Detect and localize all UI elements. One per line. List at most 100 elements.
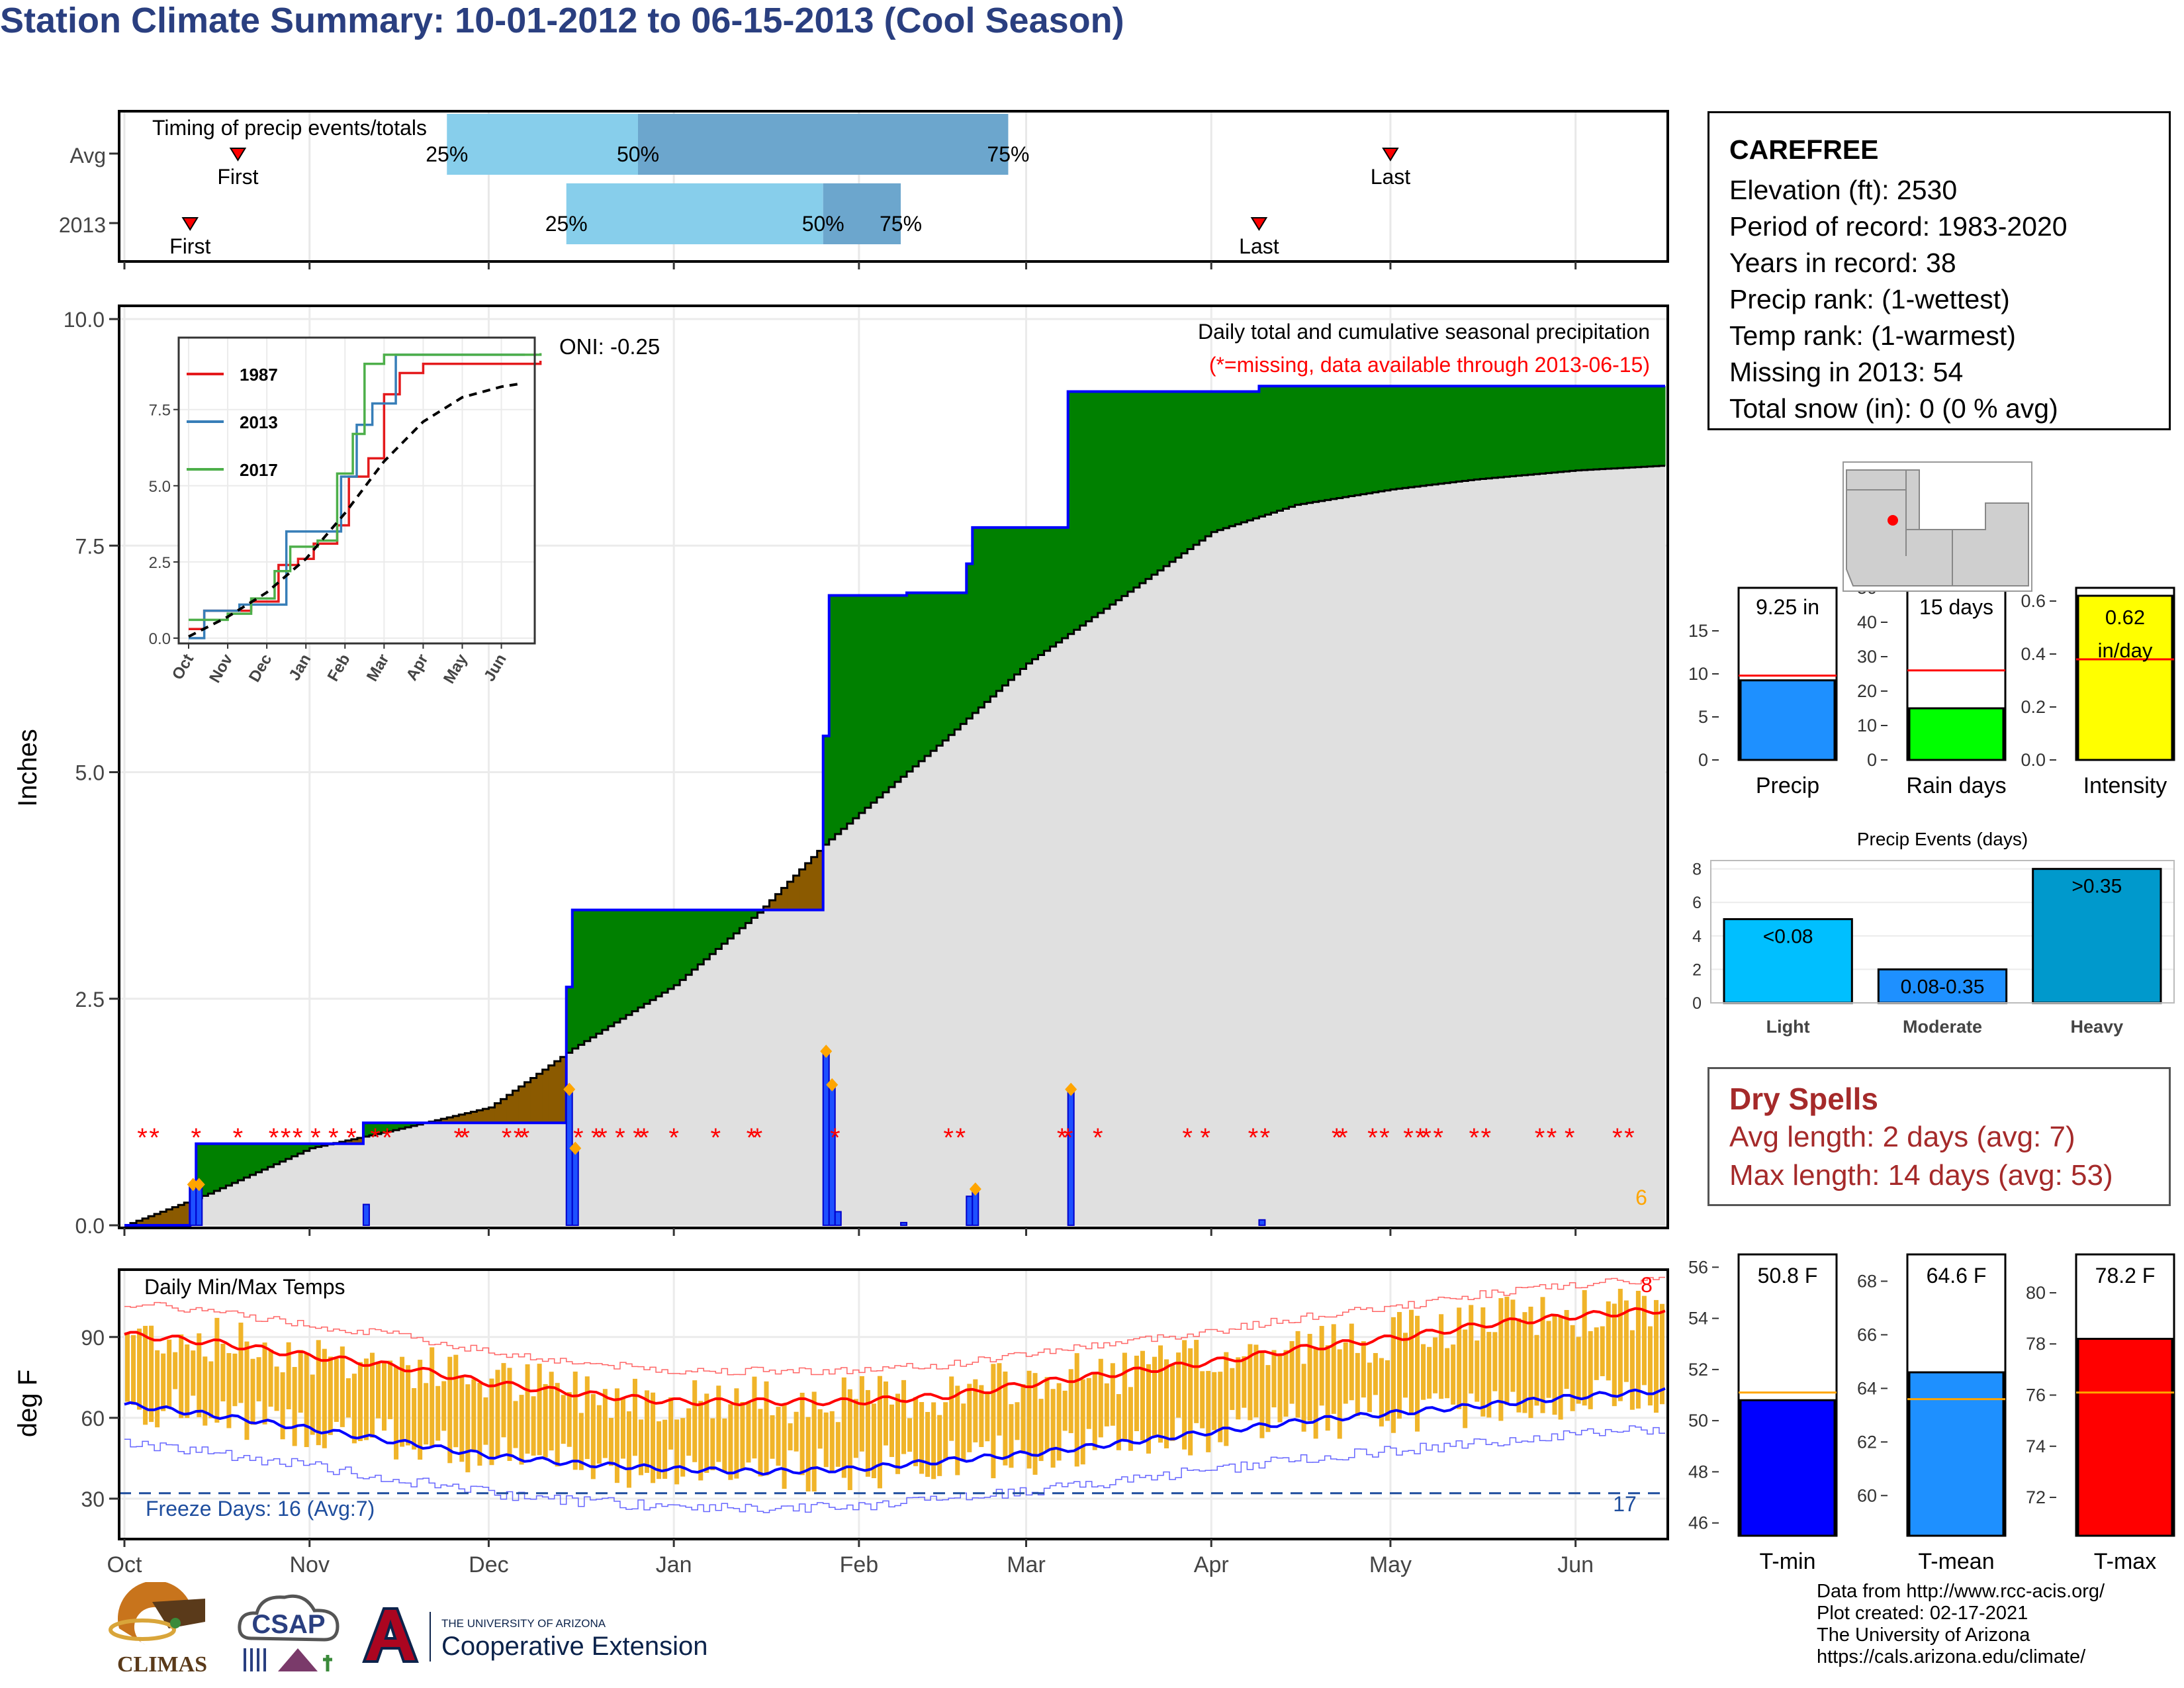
climo-fill [942,740,949,1225]
above-normal-fill [1539,386,1547,474]
daily-temp-bar [208,1361,214,1419]
above-normal-fill [1152,391,1158,575]
climo-fill [208,1194,214,1225]
events-category: Heavy [2071,1017,2124,1037]
climo-fill [1073,630,1081,1225]
record-low-count: 17 [1613,1492,1637,1516]
above-normal-fill [1163,391,1170,567]
above-normal-fill [1456,386,1463,482]
above-normal-fill [1145,391,1152,579]
below-normal-fill [805,863,812,910]
above-normal-fill [823,735,830,845]
above-normal-fill [291,1143,298,1156]
summary-tick-label: 0.6 [2021,591,2046,611]
above-normal-fill [1402,386,1409,489]
inset-y-tick-label: 7.5 [149,402,171,420]
daily-temp-bar [979,1385,984,1447]
daily-temp-bar [877,1376,882,1489]
above-normal-fill [1360,386,1367,494]
below-normal-fill [465,1113,471,1123]
climo-fill [1617,468,1624,1226]
above-normal-fill [1522,386,1529,475]
above-normal-fill [1300,386,1308,504]
summary-name: Intensity [2083,773,2167,798]
climo-fill [1599,469,1606,1226]
daily-temp-bar [340,1346,345,1427]
above-normal-fill [846,595,854,824]
above-normal-fill [279,1143,287,1162]
precip-y-tick-label: 5.0 [75,761,105,785]
climo-fill [1563,471,1570,1225]
daily-temp-bar [322,1348,327,1448]
above-normal-fill [1050,527,1057,647]
above-normal-fill [644,910,651,1004]
temps-x-tick-label: Dec [469,1552,508,1577]
daily-temp-bar [1200,1371,1205,1429]
daily-temp-bar [698,1401,704,1481]
above-normal-fill [1551,386,1559,473]
climas-logo: CLIMAS [109,1582,207,1677]
daily-temp-bar [435,1385,441,1441]
daily-precip-bar [828,1084,836,1227]
temps-x-tick-label: Jan [656,1552,692,1577]
above-normal-fill [1414,386,1421,487]
daily-temp-bar [143,1325,148,1425]
missing-marker: * [1182,1123,1193,1152]
credit-university: The University of Arizona [1817,1624,2030,1646]
daily-temp-bar [1218,1372,1223,1442]
daily-temp-bar [817,1409,823,1449]
summary-tick-label: 52 [1688,1360,1708,1380]
missing-marker: * [1332,1123,1342,1152]
station-precip-rank: Precip rank: (1-wettest) [1729,284,2010,314]
below-normal-fill [494,1103,502,1123]
temps-y-tick-label: 90 [81,1326,105,1350]
temp-summary-panel: 46 48 50 52 54 56 T-min 50.8 F 60 62 64 66 68 T-mean 6… [1688,1253,2175,1574]
climo-fill [1432,484,1439,1225]
climo-fill [1408,487,1415,1226]
climo-fill [709,954,716,1225]
daily-temp-bar [602,1389,608,1458]
climo-fill [255,1172,263,1225]
summary-tick-label: 0 [1867,750,1877,770]
daily-temp-bar [310,1374,315,1435]
above-normal-fill [1581,386,1588,471]
above-normal-fill [1593,386,1600,470]
above-normal-fill [1372,386,1379,492]
daily-temp-bar [197,1333,202,1417]
daily-temp-bar [430,1347,435,1446]
missing-marker: * [633,1123,643,1152]
daily-temp-bar [125,1332,130,1402]
climo-fill [1569,471,1576,1226]
climo-fill [901,776,907,1225]
climo-fill [674,985,680,1225]
missing-marker: * [1338,1123,1348,1152]
below-normal-fill [136,1221,143,1225]
above-normal-fill [578,910,585,1045]
climo-fill [739,928,747,1225]
inset-legend-label: 2017 [240,460,278,480]
daily-temp-bar [1230,1368,1235,1411]
below-normal-fill [453,1115,459,1123]
above-normal-fill [1127,391,1134,592]
below-normal-fill [441,1119,447,1123]
summary-value-label: 15 days [1919,595,1993,619]
climo-fill [321,1145,328,1225]
daily-temp-bar [734,1388,739,1479]
below-normal-fill [148,1216,155,1225]
climo-fill [536,1123,543,1225]
daily-temp-bar [1098,1358,1103,1438]
climo-fill [960,724,967,1225]
above-normal-fill [1378,386,1385,492]
timing-marker [229,148,247,162]
climo-fill [482,1123,490,1225]
daily-temp-bar [913,1397,919,1466]
below-normal-fill [459,1114,465,1123]
daily-temp-bar [1086,1378,1091,1429]
climo-fill [1133,587,1140,1225]
above-normal-fill [960,592,967,724]
daily-temp-bar [1146,1364,1151,1454]
climo-fill [291,1156,298,1225]
daily-temp-bar [722,1418,727,1473]
